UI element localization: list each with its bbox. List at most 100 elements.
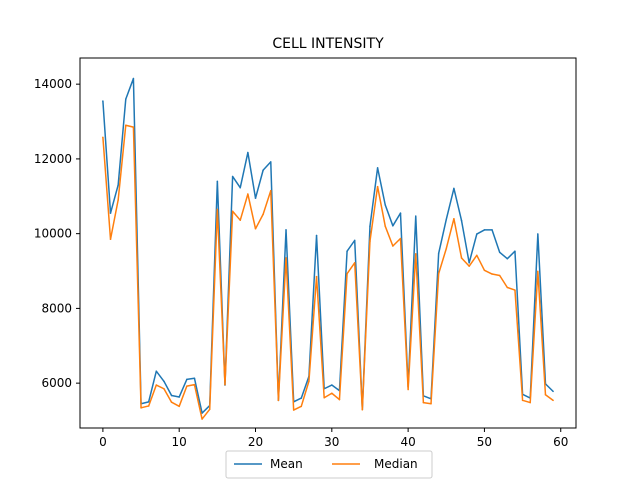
- data-point: [521, 399, 524, 402]
- data-point: [270, 161, 272, 163]
- data-point: [376, 185, 379, 188]
- data-point: [109, 212, 112, 214]
- data-point: [537, 270, 539, 273]
- data-point: [506, 257, 509, 260]
- data-point: [483, 229, 486, 231]
- data-point: [254, 228, 257, 230]
- data-point: [476, 233, 478, 235]
- data-point: [208, 408, 211, 411]
- data-point: [216, 180, 219, 183]
- data-point: [147, 405, 150, 407]
- data-point: [453, 187, 455, 190]
- data-point: [117, 199, 119, 201]
- data-point: [292, 409, 295, 411]
- data-point: [231, 175, 234, 178]
- data-point: [102, 136, 104, 138]
- data-point: [170, 394, 173, 397]
- data-point: [353, 239, 356, 242]
- data-point: [460, 257, 463, 259]
- data-point: [155, 370, 158, 372]
- data-point: [392, 225, 394, 227]
- data-point: [361, 408, 364, 411]
- data-point: [178, 405, 180, 408]
- data-point: [399, 212, 402, 214]
- x-tick-label: 30: [324, 435, 339, 449]
- data-point: [102, 100, 104, 102]
- data-point: [415, 253, 417, 255]
- data-point: [201, 412, 203, 414]
- data-point: [529, 401, 531, 404]
- data-point: [170, 401, 173, 403]
- data-point: [468, 265, 470, 267]
- data-point: [537, 233, 539, 235]
- data-point: [163, 380, 165, 383]
- data-point: [552, 399, 554, 402]
- x-tick-label: 40: [400, 435, 415, 449]
- data-point: [163, 388, 165, 390]
- data-point: [331, 384, 333, 386]
- data-point: [315, 275, 318, 278]
- plot-area-frame: [79, 57, 577, 429]
- data-point: [514, 250, 516, 252]
- data-point: [239, 219, 241, 221]
- data-point: [483, 269, 486, 272]
- data-point: [399, 237, 402, 240]
- chart-title: CELL INTENSITY: [272, 36, 384, 52]
- data-point: [437, 272, 440, 275]
- data-point: [132, 126, 135, 128]
- data-point: [132, 77, 135, 80]
- x-tick-label: 0: [99, 435, 107, 449]
- data-point: [453, 217, 455, 220]
- data-point: [506, 286, 509, 289]
- data-point: [460, 219, 463, 222]
- data-point: [300, 405, 303, 408]
- data-point: [315, 234, 318, 237]
- data-point: [262, 213, 264, 215]
- data-point: [193, 383, 196, 386]
- data-point: [384, 225, 386, 227]
- data-point: [193, 377, 196, 380]
- data-point: [254, 197, 257, 199]
- x-tick-label: 50: [477, 435, 492, 449]
- data-point: [277, 399, 280, 402]
- y-tick-label: 10000: [34, 227, 72, 241]
- data-point: [247, 151, 249, 154]
- x-tick-label: 20: [248, 435, 263, 449]
- data-point: [155, 384, 158, 386]
- data-point: [216, 208, 219, 211]
- legend-box: [225, 450, 433, 479]
- data-point: [201, 418, 203, 420]
- x-tick-label: 10: [172, 435, 187, 449]
- y-tick-label: 14000: [34, 77, 72, 91]
- data-point: [270, 189, 272, 192]
- legend-median-label: Median: [374, 457, 418, 471]
- series-points-median: [102, 124, 554, 420]
- data-point: [491, 229, 493, 231]
- data-point: [430, 402, 432, 405]
- data-point: [552, 390, 554, 393]
- series-points-mean: [102, 77, 554, 414]
- data-point: [285, 257, 287, 259]
- y-tick-label: 8000: [41, 301, 72, 315]
- data-point: [346, 272, 348, 275]
- data-point: [498, 251, 501, 254]
- data-point: [125, 98, 127, 100]
- data-point: [491, 273, 493, 275]
- data-point: [231, 210, 234, 212]
- data-point: [445, 247, 448, 250]
- x-axis: 0 10 20 30 40 50 60: [99, 428, 568, 449]
- legend: Mean Median: [225, 450, 433, 479]
- data-point: [178, 396, 180, 398]
- data-point: [415, 215, 417, 217]
- data-point: [300, 397, 303, 399]
- data-point: [392, 245, 394, 247]
- data-point: [285, 229, 287, 231]
- data-point: [109, 238, 112, 241]
- series-line-mean: [102, 77, 554, 414]
- data-point: [498, 274, 501, 277]
- data-point: [407, 388, 409, 391]
- y-axis: 6000 8000 10000 12000 14000: [34, 77, 80, 390]
- data-point: [468, 262, 470, 264]
- data-point: [186, 378, 188, 381]
